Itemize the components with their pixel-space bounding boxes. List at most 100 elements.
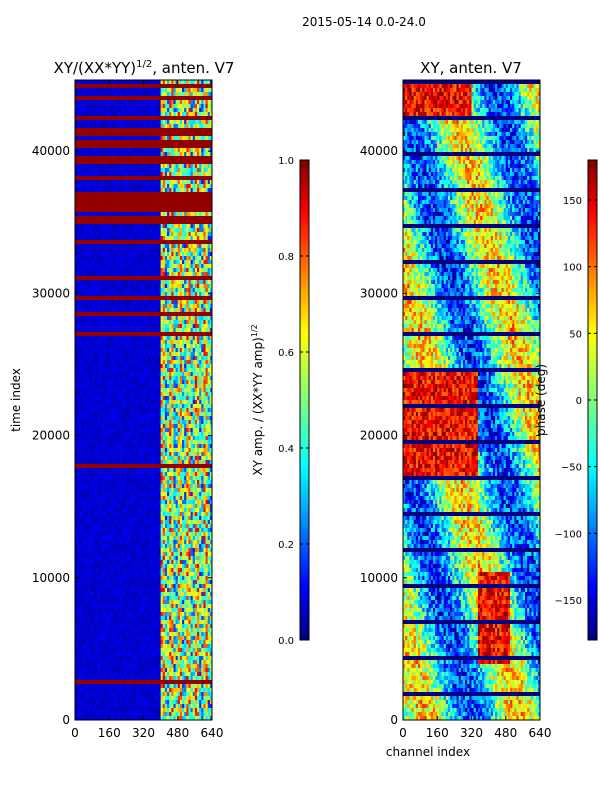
heat-cell — [203, 312, 206, 317]
heat-cell — [171, 212, 174, 217]
heat-cell — [92, 260, 95, 265]
heat-cell — [109, 296, 112, 301]
heat-cell — [199, 152, 202, 157]
heat-cell — [205, 288, 209, 293]
heat-cell — [207, 264, 211, 269]
heat-cell — [186, 92, 189, 97]
heat-cell — [145, 196, 149, 201]
heat-cell — [96, 92, 99, 97]
heat-cell — [130, 256, 134, 261]
heat-cell — [132, 288, 136, 293]
heat-cell — [186, 176, 189, 181]
heat-cell — [77, 152, 80, 157]
heat-cell — [171, 264, 174, 269]
heat-cell — [156, 308, 159, 313]
heat-cell — [171, 260, 174, 265]
heat-cell — [182, 308, 185, 313]
heat-cell — [186, 260, 189, 265]
heat-cell — [89, 140, 93, 145]
heat-cell — [169, 196, 172, 201]
heat-cell — [92, 164, 95, 169]
heat-cell — [141, 224, 144, 229]
heat-cell — [186, 348, 189, 353]
heat-cell — [137, 276, 140, 281]
heat-cell — [192, 324, 196, 329]
heat-cell — [143, 144, 147, 149]
heat-cell — [201, 256, 204, 261]
heat-cell — [124, 156, 127, 161]
heat-cell — [175, 260, 179, 265]
heat-cell — [115, 180, 119, 185]
heat-cell — [115, 212, 119, 217]
heat-cell — [207, 172, 211, 177]
heat-cell — [184, 188, 187, 193]
heat-cell — [162, 80, 166, 85]
heat-cell — [160, 96, 164, 101]
heat-cell — [173, 300, 177, 305]
heat-cell — [197, 304, 200, 309]
heat-cell — [201, 168, 204, 173]
heat-cell — [154, 220, 157, 225]
heat-cell — [147, 312, 151, 317]
heat-cell — [209, 200, 212, 205]
heat-cell — [158, 264, 162, 269]
heat-cell — [87, 264, 91, 269]
heat-cell — [98, 212, 102, 217]
heat-cell — [92, 280, 95, 285]
heat-cell — [192, 272, 196, 277]
heat-cell — [167, 200, 170, 205]
heat-cell — [145, 260, 149, 265]
heat-cell — [83, 216, 87, 221]
heat-cell — [192, 120, 196, 125]
heat-cell — [141, 244, 144, 249]
heat-cell — [197, 196, 200, 201]
heat-cell — [79, 188, 82, 193]
heat-cell — [171, 168, 174, 173]
heat-cell — [171, 84, 174, 89]
heat-cell — [209, 124, 212, 129]
heat-cell — [77, 216, 80, 221]
heat-cell — [139, 184, 142, 189]
heat-cell — [173, 140, 177, 145]
heat-cell — [149, 264, 153, 269]
heat-cell — [77, 172, 80, 177]
heat-cell — [85, 184, 89, 189]
heat-cell — [205, 180, 209, 185]
heat-cell — [81, 308, 84, 313]
heat-cell — [158, 340, 162, 345]
heat-cell — [173, 160, 177, 165]
heat-cell — [81, 192, 84, 197]
heat-cell — [209, 292, 212, 297]
heat-cell — [119, 132, 123, 137]
heat-cell — [102, 288, 106, 293]
heat-cell — [89, 124, 93, 129]
heat-cell — [177, 96, 181, 101]
heat-cell — [186, 172, 189, 177]
heat-cell — [156, 100, 159, 105]
heat-cell — [107, 172, 110, 177]
heat-cell — [117, 268, 121, 273]
heat-cell — [137, 172, 140, 177]
heat-cell — [102, 216, 106, 221]
heat-cell — [171, 224, 174, 229]
heat-cell — [152, 84, 155, 89]
heat-cell — [98, 308, 102, 313]
heat-cell — [113, 300, 117, 305]
heat-cell — [143, 216, 147, 221]
heat-cell — [132, 108, 136, 113]
heat-cell — [111, 236, 114, 241]
heat-cell — [130, 120, 134, 125]
heat-cell — [113, 140, 117, 145]
heat-cell — [134, 204, 138, 209]
heat-cell — [201, 232, 204, 237]
heat-cell — [113, 188, 117, 193]
heat-cell — [184, 236, 187, 241]
heat-cell — [201, 124, 204, 129]
heat-cell — [143, 164, 147, 169]
heat-cell — [115, 144, 119, 149]
heat-cell — [87, 80, 91, 85]
heat-cell — [169, 324, 172, 329]
heat-cell — [119, 80, 123, 85]
heat-cell — [122, 192, 125, 197]
heat-cell — [119, 88, 123, 93]
